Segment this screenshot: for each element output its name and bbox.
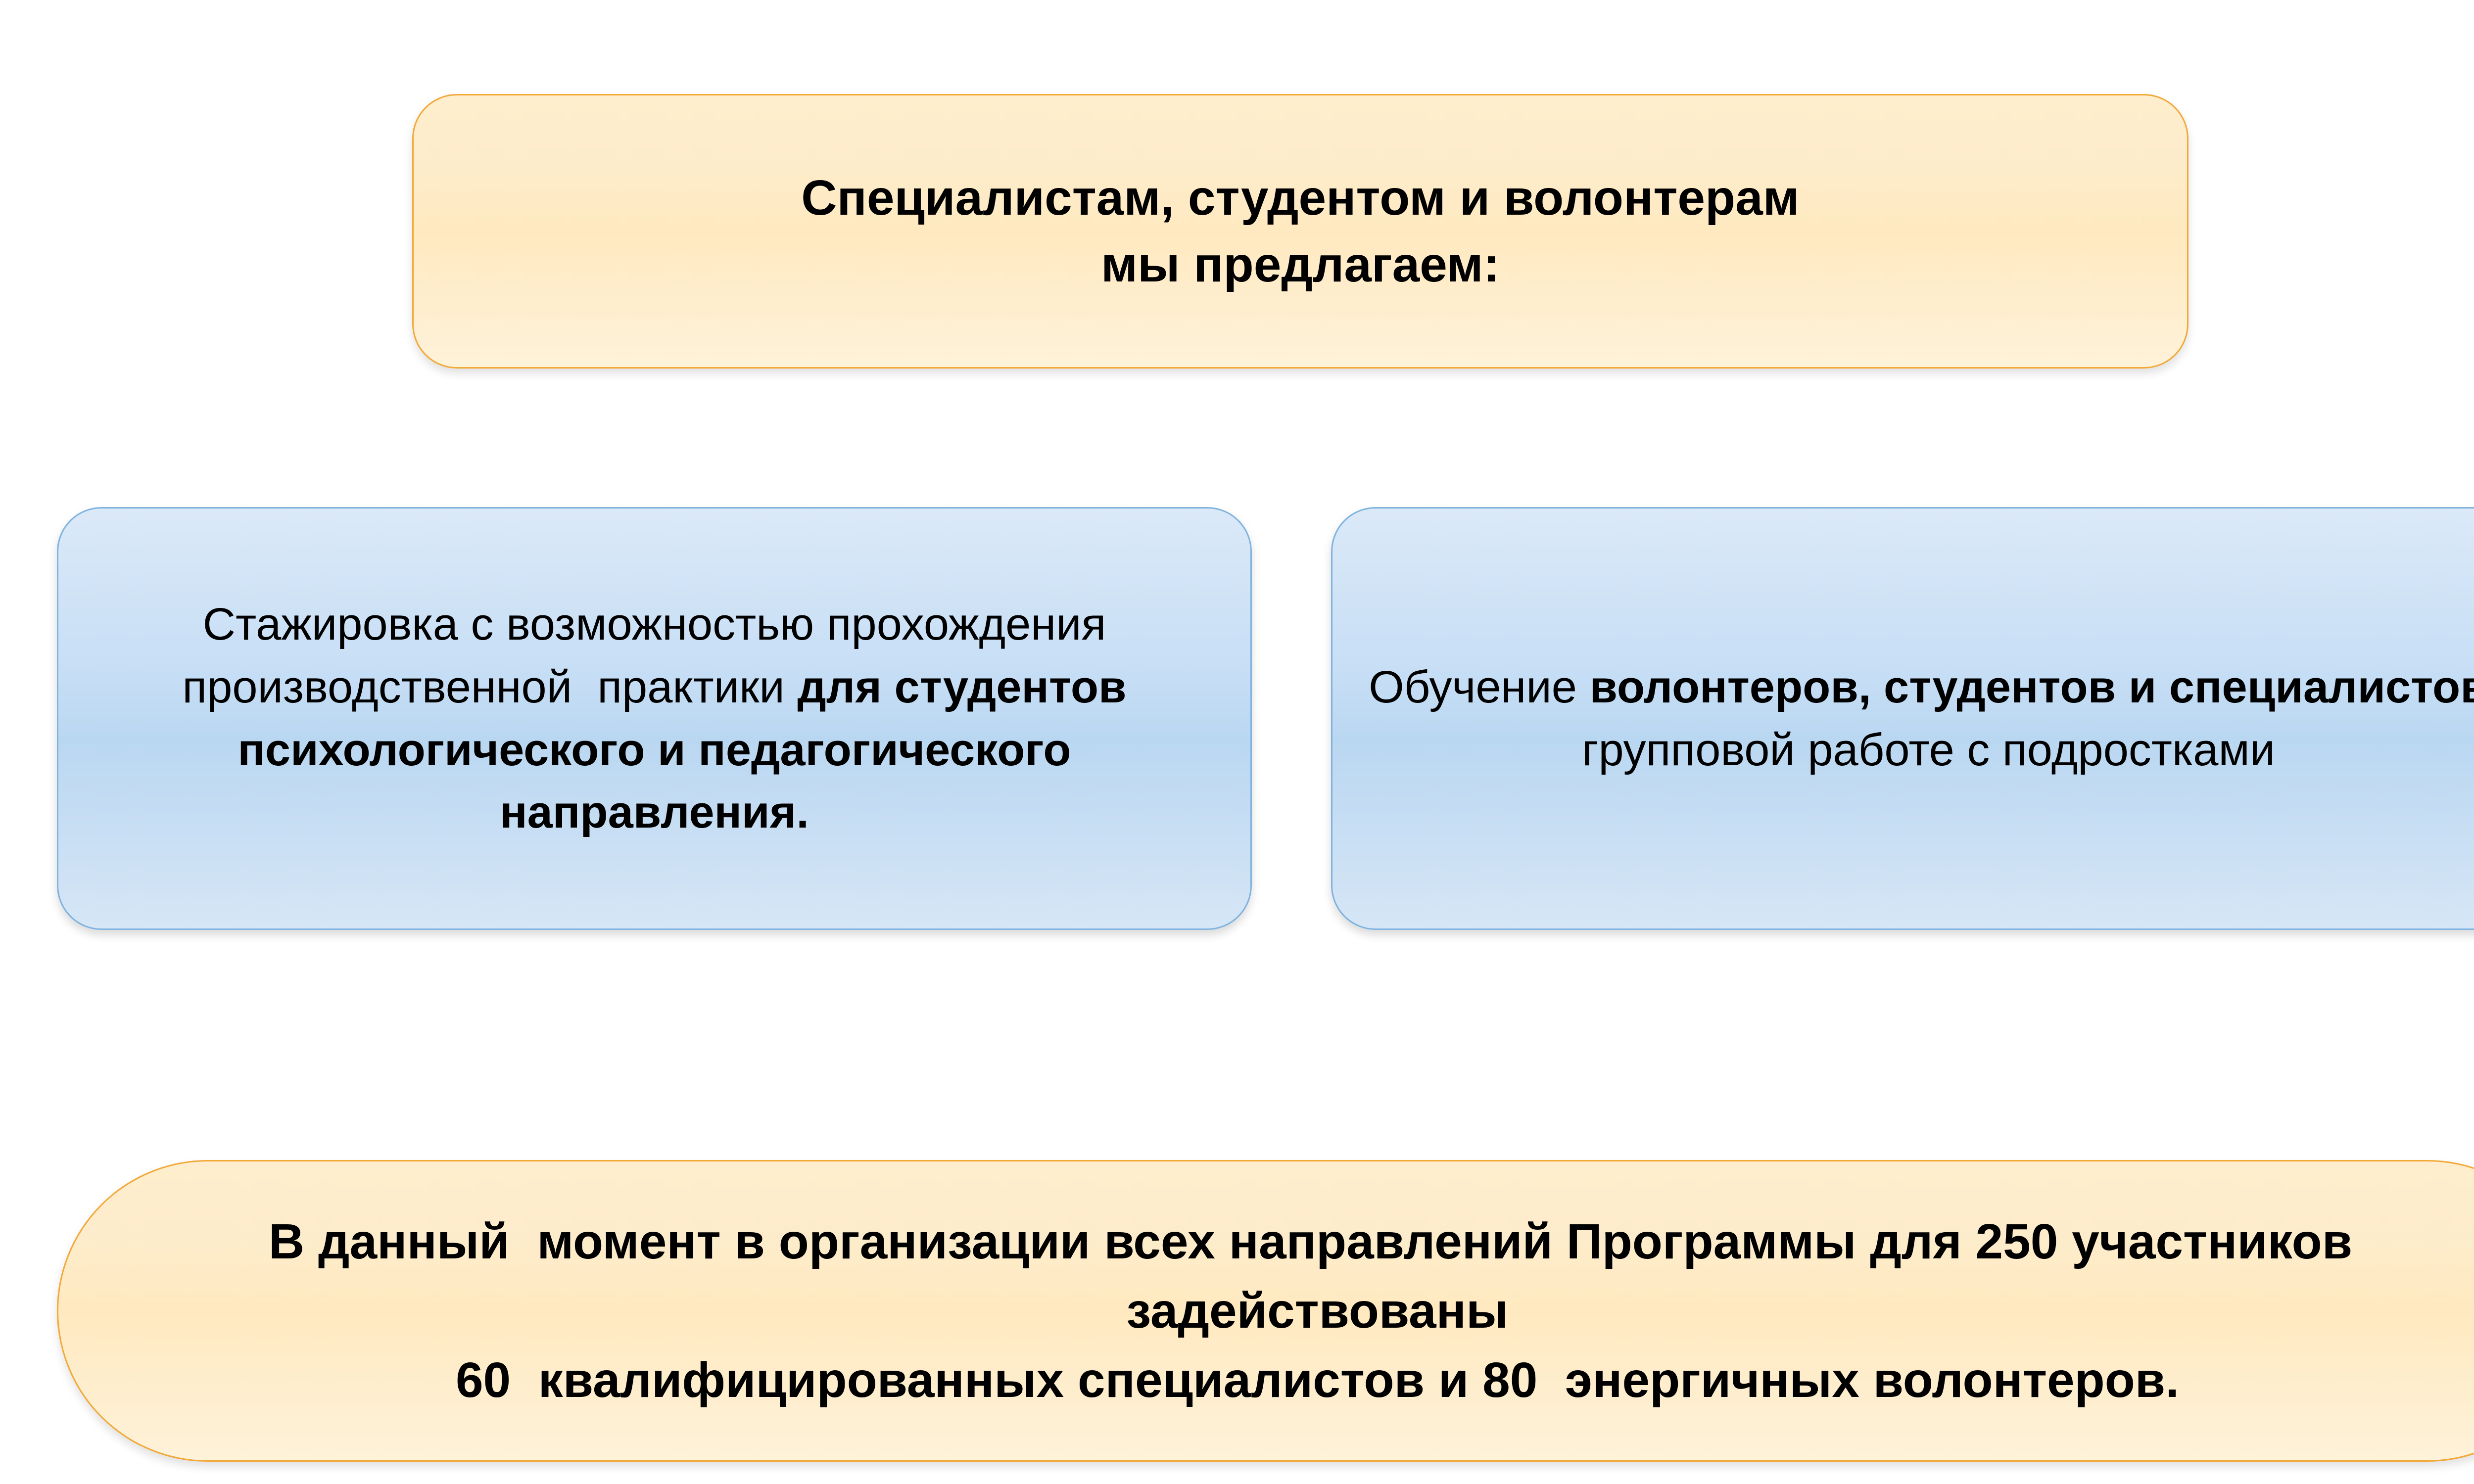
left-offer-text: Стажировка с возможностью прохождения пр… (88, 593, 1221, 844)
infographic-canvas: Специалистам, студентом и волонтераммы п… (0, 0, 2474, 1484)
right-offer-box: Обучение волонтеров, студентов и специал… (1331, 507, 2474, 930)
header-text: Специалистам, студентом и волонтераммы п… (801, 165, 1799, 298)
footer-box: В данный момент в организации всех напра… (57, 1160, 2474, 1462)
left-offer-box: Стажировка с возможностью прохождения пр… (57, 507, 1252, 930)
right-offer-text: Обучение волонтеров, студентов и специал… (1362, 656, 2474, 782)
header-box: Специалистам, студентом и волонтераммы п… (412, 94, 2189, 369)
footer-text: В данный момент в организации всех напра… (88, 1207, 2474, 1415)
